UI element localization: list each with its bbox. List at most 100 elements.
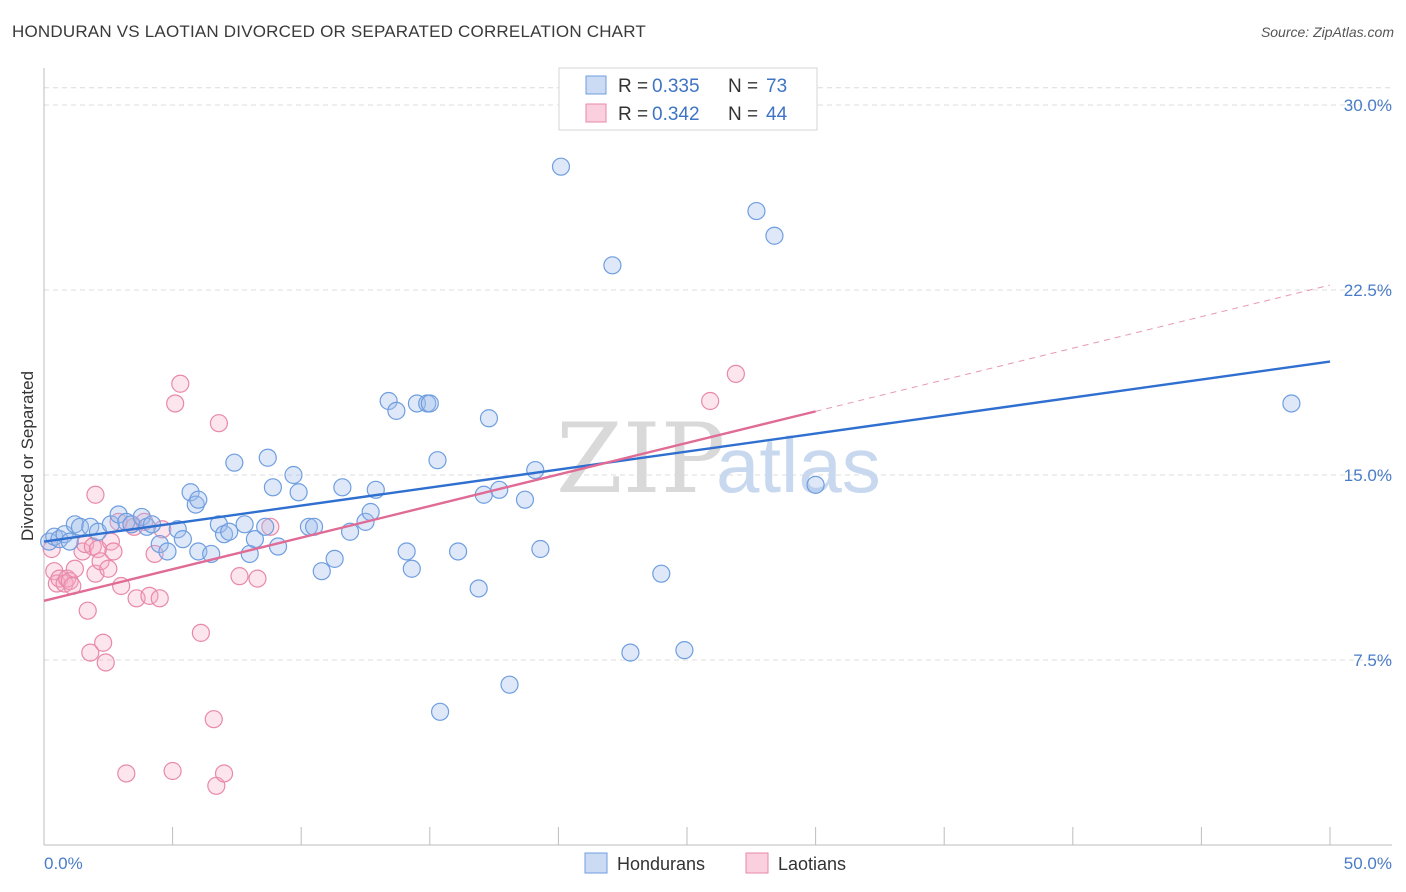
honduran-point-54 [428,451,447,470]
axes [43,68,1392,846]
laotians-trend-line-extension [815,284,1331,412]
laotian-point-15 [86,485,105,504]
y-axis-tick-labels: 7.5% 15.0% 22.5% 30.0% [1344,96,1392,670]
honduran-point-63 [526,460,545,480]
honduran-point-41 [325,549,344,568]
honduran-point-28 [225,453,244,472]
bottom-legend-swatch-laotians [745,852,769,874]
honduran-point-16 [150,534,169,554]
honduran-point-66 [603,256,622,275]
chart-title: HONDURAN VS LAOTIAN DIVORCED OR SEPARATE… [12,22,646,41]
honduran-point-42 [333,478,352,497]
honduran-point-56 [448,542,468,561]
honduran-point-40 [312,562,331,581]
laotian-point-11 [78,601,97,620]
legend-r-value-hondurans: 0.335 [652,76,700,97]
honduran-point-32 [256,517,275,536]
bottom-legend-label-hondurans: Hondurans [617,854,705,874]
watermark: ZIP atlas [556,403,881,515]
laotian-point-36 [171,374,190,393]
honduran-point-67 [621,643,640,662]
honduran-point-29 [235,515,254,534]
hondurans-points [40,157,1301,721]
honduran-point-4 [60,532,79,551]
legend-n-value-laotians: 44 [766,104,788,125]
y-tick-label-2: 22.5% [1344,281,1392,300]
honduran-point-25 [209,515,228,534]
honduran-point-33 [258,448,277,467]
honduran-point-73 [1282,394,1301,413]
honduran-point-48 [387,401,406,420]
laotian-point-9 [73,542,92,561]
legend: R = 0.335 N = 73 R = 0.342 N = 44 [558,67,818,131]
honduran-point-17 [158,542,177,561]
laotian-point-12 [81,643,100,662]
honduran-point-34 [263,478,283,497]
y-tick-label-1: 15.0% [1344,466,1392,485]
y-tick-label-3: 30.0% [1344,96,1392,115]
laotian-point-43 [248,569,267,588]
legend-r-label-hondurans: R = [618,76,648,97]
chart-source: Source: ZipAtlas.com [1260,24,1394,40]
honduran-point-22 [189,490,208,509]
honduran-point-47 [379,391,398,411]
laotian-point-40 [209,414,228,433]
laotian-point-32 [150,589,169,608]
y-tick-label-0: 7.5% [1353,651,1392,670]
laotian-point-17 [91,552,110,571]
watermark-atlas: atlas [716,421,881,509]
laotian-point-19 [96,653,115,672]
laotian-point-22 [104,542,123,561]
x-tick-label-min: 0.0% [44,854,83,873]
honduran-point-18 [168,520,187,539]
legend-swatch-hondurans [585,75,607,95]
legend-swatch-laotians [585,103,607,123]
honduran-point-6 [70,517,90,536]
honduran-point-64 [531,539,550,559]
legend-r-value-laotians: 0.342 [652,104,700,125]
laotian-point-41 [214,764,234,783]
legend-r-label-laotians: R = [618,104,648,125]
bottom-legend: Hondurans Laotians [584,852,846,874]
x-tick-label-max: 50.0% [1344,854,1392,873]
bottom-legend-swatch-hondurans [584,852,608,874]
honduran-point-57 [469,579,488,598]
trend-lines [43,284,1331,602]
honduran-point-59 [479,409,499,428]
honduran-point-51 [407,394,427,413]
honduran-point-71 [765,226,784,245]
honduran-point-36 [284,465,303,485]
honduran-point-27 [220,522,239,541]
honduran-point-55 [430,702,450,721]
honduran-point-15 [142,515,162,534]
laotian-point-46 [726,364,745,383]
honduran-point-68 [652,564,671,583]
honduran-point-69 [675,641,694,660]
honduran-point-37 [289,483,308,502]
y-axis-title: Divorced or Separated [18,371,37,541]
laotians-trend-line [43,410,816,602]
legend-n-value-hondurans: 73 [766,76,787,97]
honduran-point-65 [551,157,571,176]
honduran-point-49 [397,542,416,561]
honduran-point-61 [500,675,519,694]
laotian-point-37 [191,623,210,642]
honduran-point-19 [173,530,192,549]
honduran-point-13 [132,507,151,527]
laotian-point-20 [99,559,118,578]
honduran-point-21 [186,495,205,514]
legend-n-label-laotians: N = [728,104,758,125]
honduran-point-35 [268,537,288,556]
laotian-point-35 [166,394,185,413]
laotian-point-18 [94,633,113,652]
legend-n-label-hondurans: N = [728,76,758,97]
honduran-point-53 [420,394,439,413]
honduran-point-72 [806,475,825,494]
hondurans-trend-line [43,360,1331,543]
honduran-point-50 [402,559,421,578]
bottom-legend-label-laotians: Laotians [778,854,846,874]
laotian-point-42 [230,567,249,586]
x-axis-ticks [43,827,1331,845]
laotian-point-25 [117,764,136,783]
